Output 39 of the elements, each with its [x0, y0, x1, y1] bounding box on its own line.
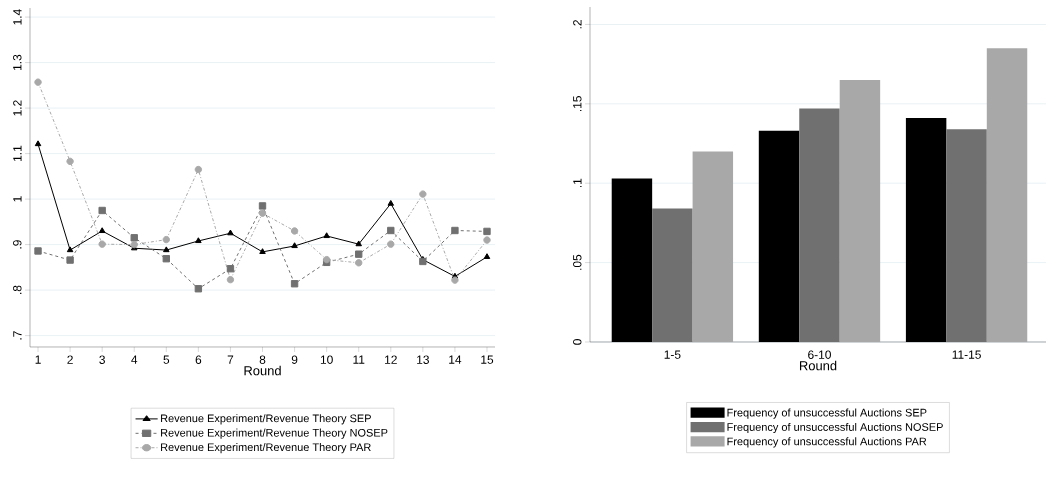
- y-tick-label: .1: [573, 178, 582, 188]
- x-tick-label: 9: [291, 355, 298, 364]
- x-tick-label: 13: [417, 355, 429, 364]
- y-tick-label: .8: [13, 285, 22, 294]
- y-tick-label: 1.3: [13, 54, 22, 70]
- x-tick-label: 5: [163, 355, 170, 364]
- x-tick-label: 11: [353, 355, 365, 364]
- x-tick-label: 6-10: [808, 350, 831, 359]
- legend-label: Frequency of unsuccessful Auctions PAR: [727, 437, 927, 448]
- y-tick-label: 1.1: [13, 145, 22, 161]
- legend-label: Revenue Experiment/Revenue Theory NOSEP: [161, 428, 388, 439]
- y-tick-label: .15: [573, 96, 582, 112]
- x-tick-label: 4: [131, 355, 138, 364]
- x-tick-label: 3: [99, 355, 105, 364]
- y-tick-label: .05: [573, 254, 582, 270]
- x-tick-label: 6: [195, 355, 202, 364]
- x-tick-label: 11-15: [952, 350, 981, 359]
- legend-label: Revenue Experiment/Revenue Theory SEP: [161, 414, 371, 425]
- y-tick-label: 1: [13, 196, 22, 202]
- legend-label: Frequency of unsuccessful Auctions SEP: [727, 408, 927, 419]
- x-tick-label: 8: [259, 355, 266, 364]
- x-tick-label: 14: [449, 355, 462, 364]
- x-tick-label: 7: [227, 355, 234, 364]
- y-tick-label: 1.4: [13, 9, 22, 25]
- x-axis-title: Round: [244, 365, 281, 376]
- x-axis-title: Round: [799, 360, 837, 371]
- x-tick-label: 1-5: [664, 350, 681, 359]
- x-tick-label: 2: [67, 355, 73, 364]
- x-tick-label: 1: [35, 355, 41, 364]
- x-tick-label: 12: [385, 355, 397, 364]
- legend-label: Revenue Experiment/Revenue Theory PAR: [161, 443, 371, 454]
- x-tick-label: 15: [481, 355, 494, 364]
- y-tick-label: 1.2: [13, 100, 22, 116]
- y-tick-label: .2: [573, 20, 582, 29]
- y-tick-label: .7: [13, 331, 22, 340]
- y-tick-label: 0: [573, 339, 582, 345]
- legend-label: Frequency of unsuccessful Auctions NOSEP: [727, 422, 943, 434]
- y-tick-label: .9: [13, 240, 22, 249]
- x-tick-label: 10: [320, 355, 333, 364]
